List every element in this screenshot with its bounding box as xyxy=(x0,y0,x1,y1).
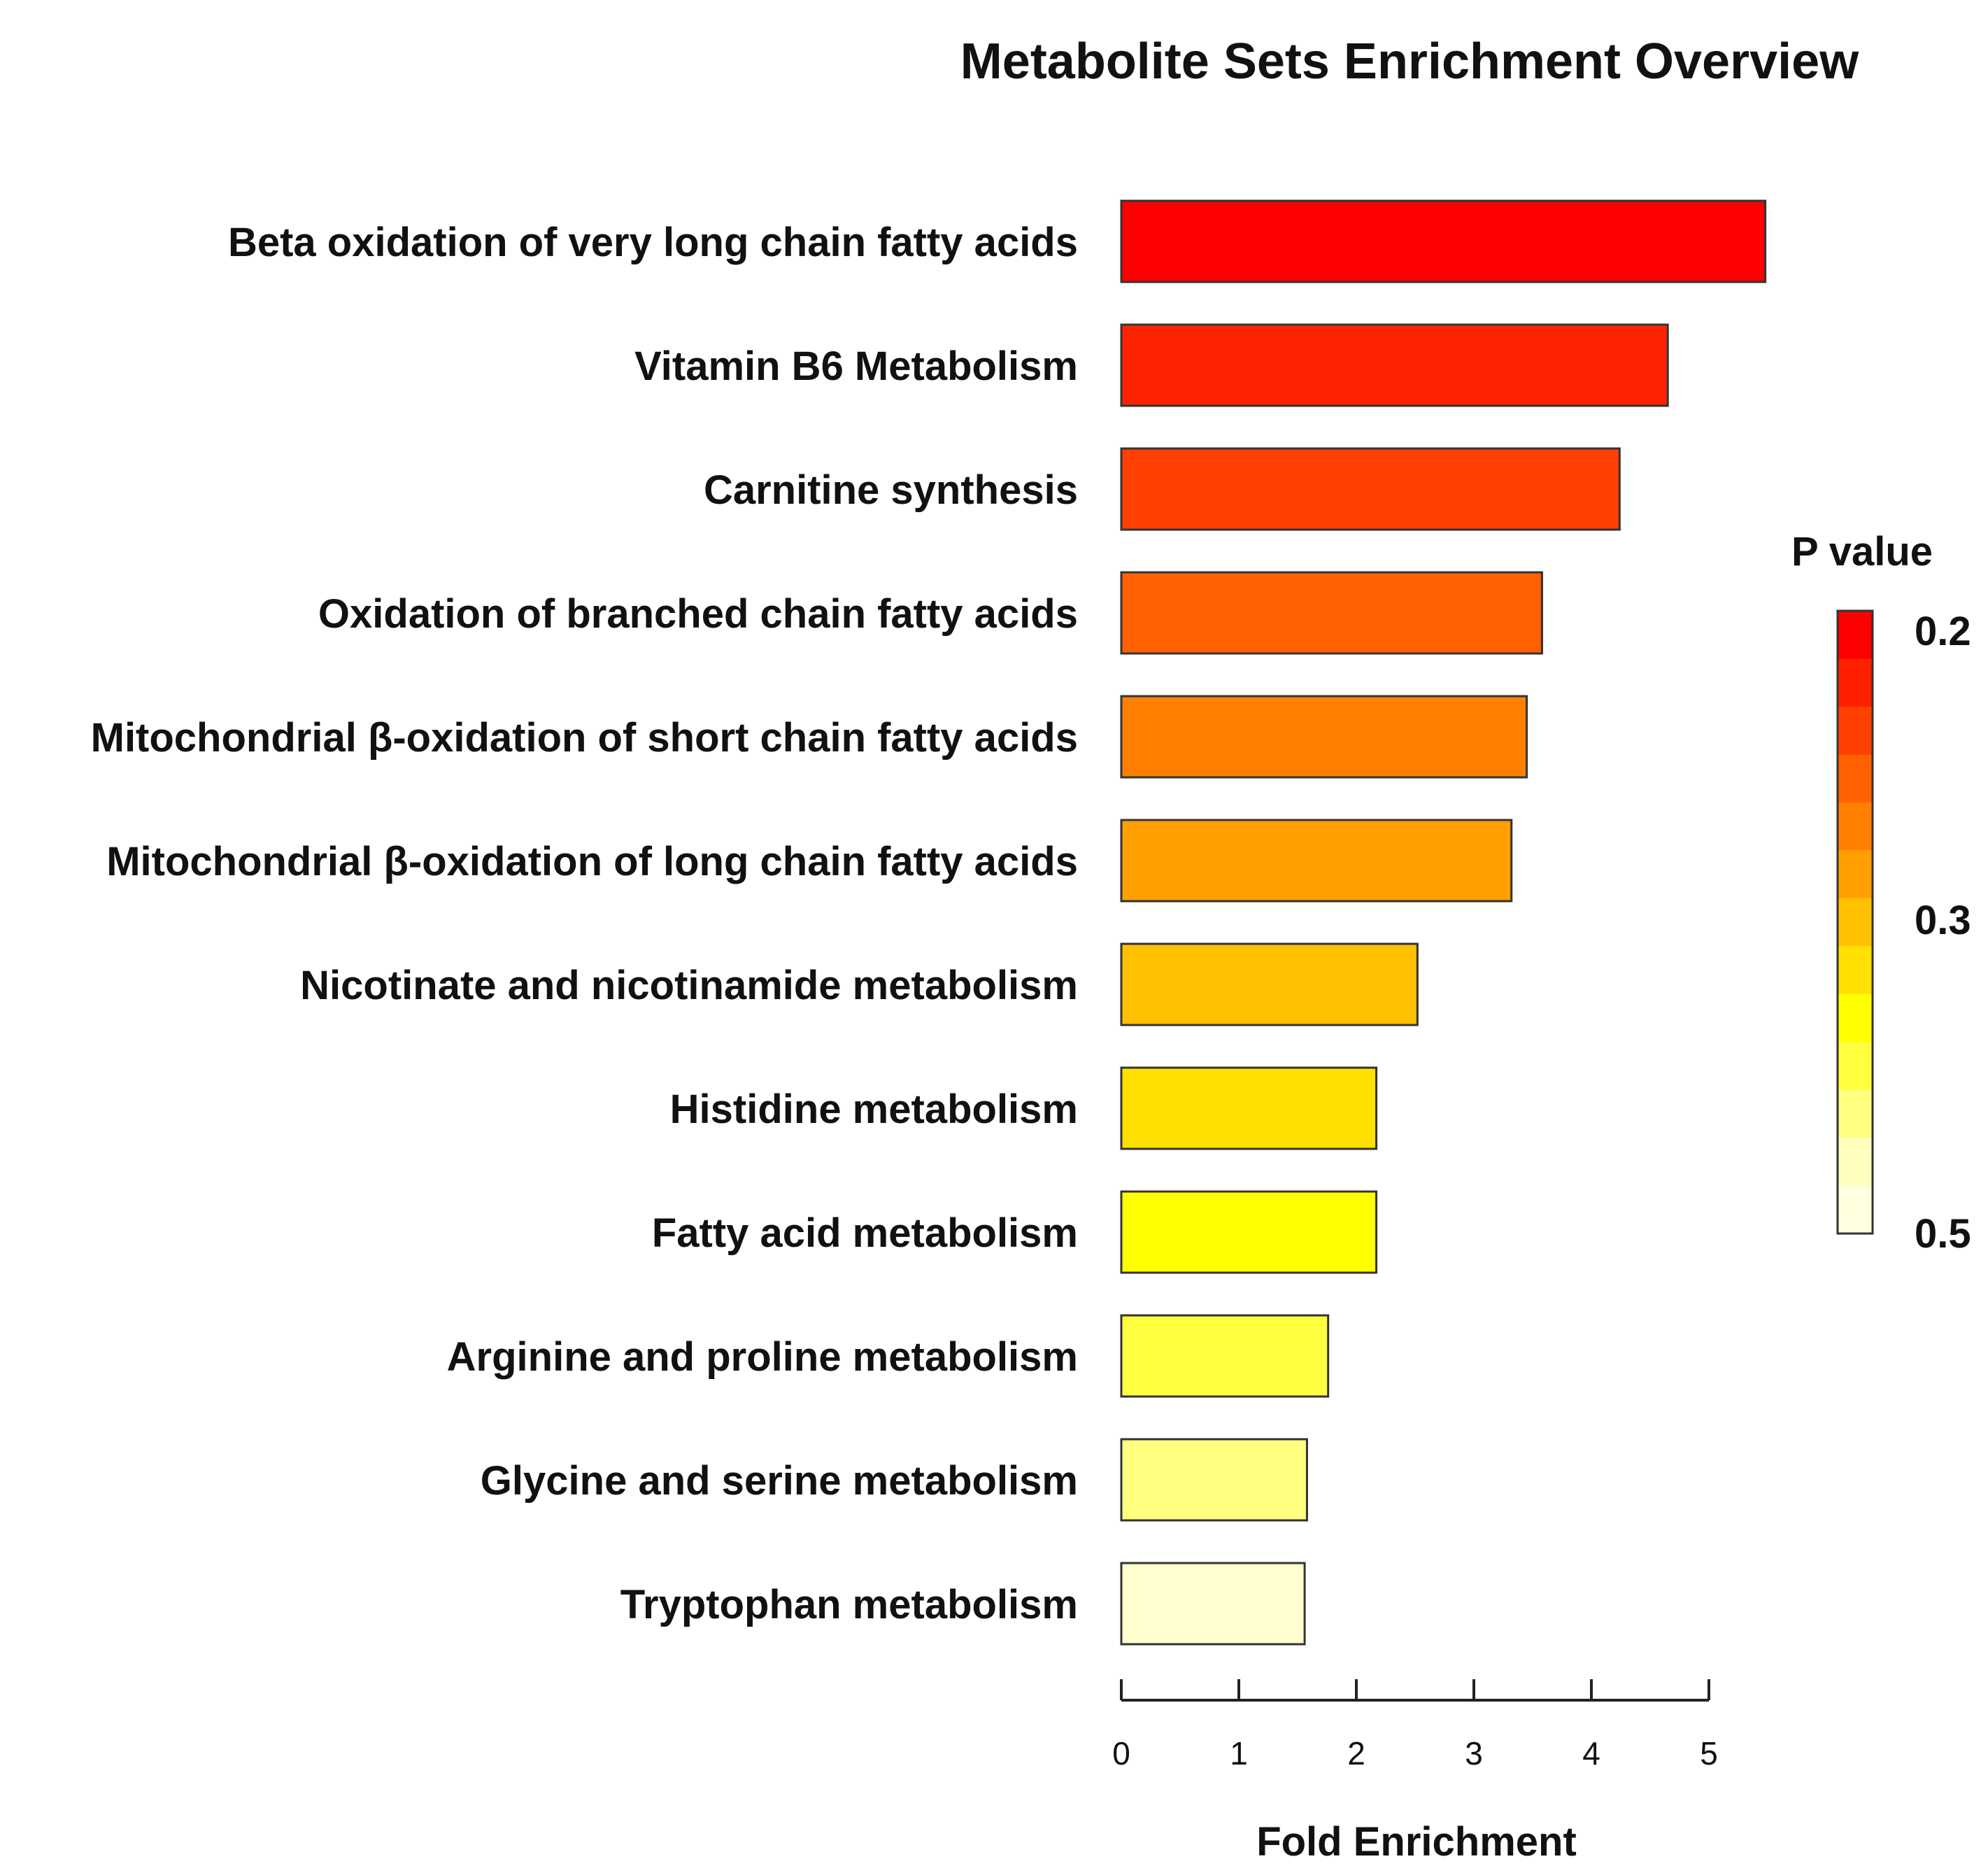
bar-1 xyxy=(1120,199,1767,283)
bar-5 xyxy=(1120,695,1528,779)
legend-swatch-6 xyxy=(1838,850,1873,899)
category-label-1: Beta oxidation of very long chain fatty … xyxy=(228,220,1078,265)
category-labels: Beta oxidation of very long chain fatty … xyxy=(91,220,1078,1627)
category-label-9: Fatty acid metabolism xyxy=(652,1210,1078,1256)
legend-swatch-8 xyxy=(1838,946,1873,995)
bar-7 xyxy=(1120,942,1419,1026)
category-label-6: Mitochondrial β-oxidation of long chain … xyxy=(106,839,1078,884)
legend-swatch-7 xyxy=(1838,898,1873,947)
category-label-7: Nicotinate and nicotinamide metabolism xyxy=(300,963,1078,1008)
p-value-legend: P value 0.2 0.3 0.5 xyxy=(1791,529,1971,1257)
bar-3 xyxy=(1120,447,1621,531)
legend-swatch-2 xyxy=(1838,658,1873,707)
legend-swatch-4 xyxy=(1838,754,1873,803)
legend-swatch-1 xyxy=(1838,611,1873,659)
bar-9 xyxy=(1120,1190,1378,1274)
x-tick-label-0: 0 xyxy=(1112,1735,1130,1772)
legend-swatch-13 xyxy=(1838,1185,1873,1234)
legend-swatch-11 xyxy=(1838,1089,1873,1138)
legend-swatch-3 xyxy=(1838,706,1873,755)
x-tick-label-1: 1 xyxy=(1230,1735,1248,1772)
bar-6 xyxy=(1120,819,1513,903)
x-tick-label-3: 3 xyxy=(1465,1735,1483,1772)
legend-swatch-9 xyxy=(1838,994,1873,1042)
x-tick-label-2: 2 xyxy=(1347,1735,1365,1772)
legend-title: P value xyxy=(1791,529,1933,574)
x-axis: 0 1 2 3 4 5 xyxy=(1112,1679,1718,1772)
category-label-8: Histidine metabolism xyxy=(670,1087,1078,1132)
legend-tick-2: 0.3 xyxy=(1915,898,1971,943)
legend-frame xyxy=(1836,609,1874,1235)
category-label-12: Tryptophan metabolism xyxy=(620,1582,1078,1627)
category-label-4: Oxidation of branched chain fatty acids xyxy=(318,591,1078,637)
bar-10 xyxy=(1120,1314,1330,1398)
bar-2 xyxy=(1120,323,1669,407)
legend-swatch-5 xyxy=(1838,802,1873,851)
category-label-10: Arginine and proline metabolism xyxy=(447,1334,1078,1380)
category-label-3: Carnitine synthesis xyxy=(704,467,1078,513)
bar-11 xyxy=(1120,1438,1308,1522)
bar-8 xyxy=(1120,1066,1378,1150)
legend-tick-3: 0.5 xyxy=(1915,1211,1971,1257)
x-axis-label: Fold Enrichment xyxy=(1256,1819,1577,1865)
legend-swatch-12 xyxy=(1838,1138,1873,1187)
bar-4 xyxy=(1120,571,1543,655)
legend-swatch-10 xyxy=(1838,1042,1873,1091)
x-tick-label-4: 4 xyxy=(1582,1735,1600,1772)
x-tick-label-5: 5 xyxy=(1700,1735,1718,1772)
category-label-5: Mitochondrial β-oxidation of short chain… xyxy=(91,715,1078,761)
category-label-2: Vitamin B6 Metabolism xyxy=(634,344,1078,389)
chart-title: Metabolite Sets Enrichment Overview xyxy=(960,34,1859,90)
category-label-11: Glycine and serine metabolism xyxy=(481,1458,1078,1504)
legend-tick-1: 0.2 xyxy=(1915,609,1971,654)
bar-12 xyxy=(1120,1562,1306,1646)
bar-group xyxy=(1120,199,1767,1646)
